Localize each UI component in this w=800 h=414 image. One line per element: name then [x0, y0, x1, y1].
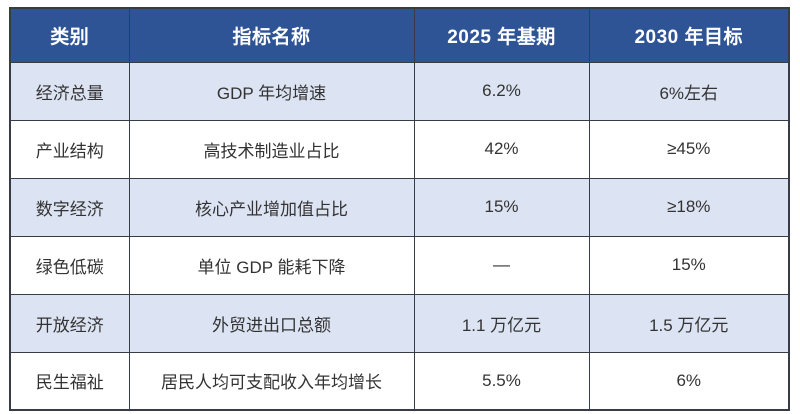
cell-indicator: 居民人均可支配收入年均增长 — [128, 351, 415, 411]
cell-base_2025: 15% — [413, 177, 590, 237]
cell-base_2025: 6.2% — [413, 61, 590, 121]
table-header: 类别 指标名称 2025 年基期 2030 年目标 — [9, 7, 790, 63]
cell-indicator: 高技术制造业占比 — [128, 119, 415, 179]
column-header-target_2030: 2030 年目标 — [588, 7, 790, 63]
table-row: 数字经济 核心产业增加值占比 15% ≥18% — [9, 177, 790, 237]
header-row: 类别 指标名称 2025 年基期 2030 年目标 — [9, 7, 790, 63]
cell-target_2030: 1.5 万亿元 — [588, 293, 790, 353]
cell-target_2030: ≥45% — [588, 119, 790, 179]
cell-category: 数字经济 — [9, 177, 130, 237]
cell-category: 开放经济 — [9, 293, 130, 353]
cell-base_2025: 5.5% — [413, 351, 590, 411]
cell-indicator: GDP 年均增速 — [128, 61, 415, 121]
cell-target_2030: 6% — [588, 351, 790, 411]
table-row: 绿色低碳 单位 GDP 能耗下降 —15% — [9, 235, 790, 295]
column-header-indicator: 指标名称 — [128, 7, 415, 63]
table-body: 经济总量 GDP 年均增速 6.2% 6%左右 产业结构 高技术制造业占比 42% ≥45% 数… — [9, 61, 790, 411]
cell-indicator: 单位 GDP 能耗下降 — [128, 235, 415, 295]
table-row: 经济总量 GDP 年均增速 6.2% 6%左右 — [9, 61, 790, 121]
cell-target_2030: 6%左右 — [588, 61, 790, 121]
column-header-category: 类别 — [9, 7, 130, 63]
cell-target_2030: 15% — [588, 235, 790, 295]
cell-target_2030: ≥18% — [588, 177, 790, 237]
cell-indicator: 外贸进出口总额 — [128, 293, 415, 353]
cell-category: 民生福祉 — [9, 351, 130, 411]
table-row: 开放经济 外贸进出口总额 1.1 万亿元 1.5 万亿元 — [9, 293, 790, 353]
table-row: 民生福祉 居民人均可支配收入年均增长 5.5% 6% — [9, 351, 790, 411]
cell-base_2025: — — [413, 235, 590, 295]
table-row: 产业结构 高技术制造业占比 42% ≥45% — [9, 119, 790, 179]
cell-base_2025: 1.1 万亿元 — [413, 293, 590, 353]
cell-category: 绿色低碳 — [9, 235, 130, 295]
cell-category: 经济总量 — [9, 61, 130, 121]
cell-base_2025: 42% — [413, 119, 590, 179]
indicators-table-container: 类别 指标名称 2025 年基期 2030 年目标 经济总量 GDP 年均增速 6.2% 6… — [9, 7, 790, 411]
indicators-table: 类别 指标名称 2025 年基期 2030 年目标 经济总量 GDP 年均增速 6.2% 6… — [9, 7, 790, 411]
cell-category: 产业结构 — [9, 119, 130, 179]
column-header-base_2025: 2025 年基期 — [413, 7, 590, 63]
cell-indicator: 核心产业增加值占比 — [128, 177, 415, 237]
